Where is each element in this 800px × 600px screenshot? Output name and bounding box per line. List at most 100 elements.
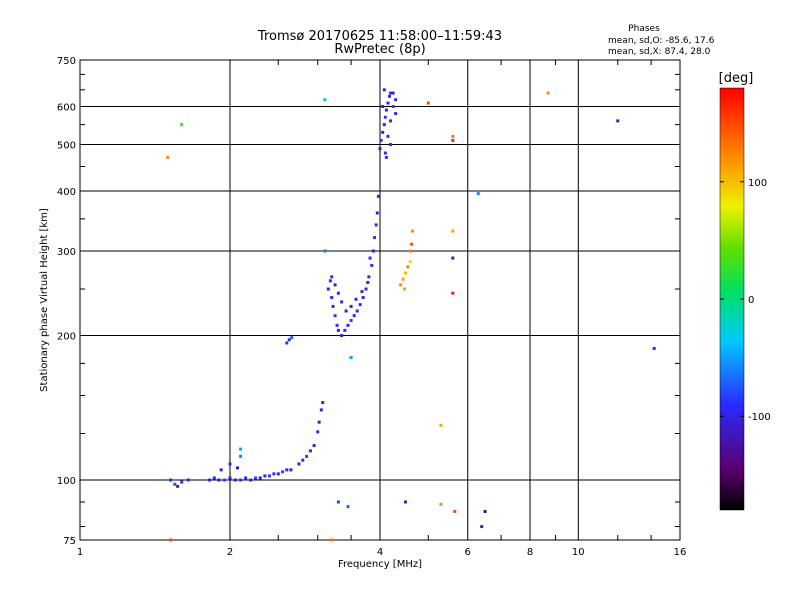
- data-point: [378, 147, 382, 151]
- colorbar-label: [deg]: [719, 71, 754, 86]
- data-point: [253, 476, 257, 480]
- data-point: [212, 476, 216, 480]
- data-point: [389, 143, 393, 147]
- data-point: [381, 105, 385, 109]
- data-point: [367, 275, 371, 279]
- data-point: [379, 138, 383, 142]
- y-axis-label: Stationary phase Virtual Height [km]: [39, 208, 50, 392]
- data-point: [267, 474, 271, 478]
- data-point: [388, 94, 392, 98]
- data-point: [391, 91, 395, 95]
- data-point: [403, 287, 407, 291]
- data-point: [336, 328, 340, 332]
- data-point: [258, 476, 262, 480]
- data-point: [439, 423, 443, 427]
- data-point: [406, 265, 410, 269]
- data-point: [382, 123, 386, 127]
- data-point: [301, 458, 305, 462]
- data-point: [410, 242, 414, 246]
- y-tick-label: 750: [57, 56, 76, 67]
- data-point: [383, 151, 387, 155]
- x-tick-label: 16: [674, 547, 687, 558]
- grid-lines: [80, 60, 680, 540]
- data-point: [244, 476, 248, 480]
- data-point: [326, 287, 330, 291]
- data-point: [331, 304, 335, 308]
- data-point: [239, 454, 243, 458]
- data-point: [361, 296, 365, 300]
- data-point: [394, 112, 398, 116]
- data-point: [382, 88, 386, 92]
- data-point: [355, 309, 359, 313]
- data-point: [336, 291, 340, 295]
- legend-title: Phases: [628, 24, 660, 34]
- data-point: [408, 260, 412, 264]
- data-point: [323, 249, 327, 253]
- data-point: [223, 478, 227, 482]
- data-point: [349, 355, 353, 359]
- data-point: [319, 408, 323, 412]
- data-point: [403, 271, 407, 275]
- data-point: [281, 470, 285, 474]
- data-point: [349, 304, 353, 308]
- data-point: [316, 430, 320, 434]
- data-point: [344, 309, 348, 313]
- data-point: [451, 138, 455, 142]
- legend-x-stats: mean, sd,X: 87.4, 28.0: [608, 47, 711, 57]
- data-point: [374, 223, 378, 227]
- y-tick-label: 200: [57, 332, 76, 343]
- data-point: [219, 468, 223, 472]
- data-point: [439, 502, 443, 506]
- data-point: [333, 283, 337, 287]
- y-tick-label: 400: [57, 187, 76, 198]
- legend-o-stats: mean, sd,O: -85.6, 17.6: [608, 36, 715, 46]
- data-point: [169, 478, 173, 482]
- data-point: [217, 478, 221, 482]
- data-point: [235, 466, 239, 470]
- data-point: [328, 279, 332, 283]
- data-point: [317, 420, 321, 424]
- data-point: [336, 500, 340, 504]
- data-point: [285, 468, 289, 472]
- data-point: [426, 101, 430, 105]
- colorbar-ticks: 100 0 -100: [720, 178, 771, 423]
- data-point: [453, 509, 457, 513]
- colorbar-tick-label: 0: [748, 295, 754, 306]
- colorbar-tick-label: 100: [748, 178, 767, 189]
- data-point: [186, 478, 190, 482]
- data-point: [375, 211, 379, 215]
- data-point: [451, 256, 455, 260]
- data-point: [297, 462, 301, 466]
- data-point: [289, 468, 293, 472]
- data-point: [263, 474, 267, 478]
- data-point: [451, 291, 455, 295]
- data-point: [272, 472, 276, 476]
- data-point: [389, 119, 393, 123]
- data-point: [276, 472, 280, 476]
- data-point: [346, 505, 350, 509]
- data-point: [330, 275, 334, 279]
- colorbar-tick-label: -100: [748, 412, 771, 423]
- data-point: [451, 229, 455, 233]
- axis-ticks: 1 2 4 6 8 10 16 75 100 200 300 400 500 600 750: [57, 56, 686, 558]
- data-point: [330, 538, 334, 542]
- data-point: [312, 444, 316, 448]
- data-point: [180, 123, 184, 127]
- data-point: [239, 447, 243, 451]
- data-point: [228, 476, 232, 480]
- x-tick-label: 1: [77, 547, 83, 558]
- data-point: [403, 500, 407, 504]
- data-point: [386, 101, 390, 105]
- data-point: [239, 478, 243, 482]
- x-tick-label: 10: [572, 547, 585, 558]
- y-tick-label: 500: [57, 141, 76, 152]
- data-point: [370, 263, 374, 267]
- data-point: [451, 134, 455, 138]
- data-point: [249, 478, 253, 482]
- data-point: [323, 98, 327, 102]
- data-point: [652, 346, 656, 350]
- data-point: [411, 229, 415, 233]
- data-point: [208, 478, 212, 482]
- data-point: [228, 462, 232, 466]
